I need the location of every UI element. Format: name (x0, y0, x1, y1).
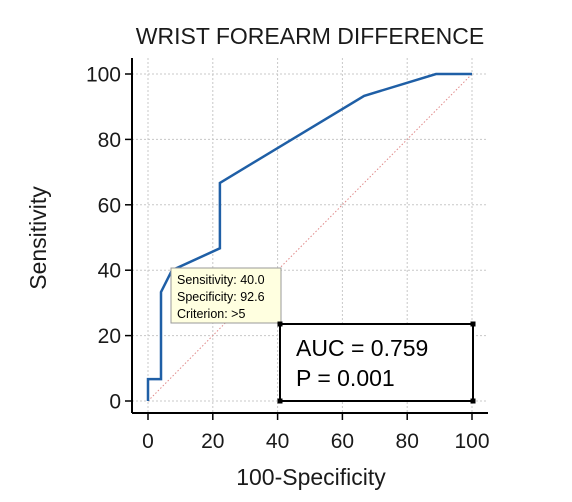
x-tick-label: 0 (142, 430, 154, 453)
stats-box-handle (470, 398, 476, 404)
y-tick-label: 40 (98, 260, 121, 283)
p-value: P = 0.001 (296, 365, 395, 391)
y-tick-label: 60 (98, 194, 121, 217)
x-tick-label: 60 (331, 430, 354, 453)
y-tick-label: 20 (98, 325, 121, 348)
stats-box-handle (277, 321, 283, 327)
tooltip-sensitivity: Sensitivity: 40.0 (177, 273, 265, 287)
x-tick-label: 20 (201, 430, 224, 453)
roc-curve (146, 72, 473, 402)
tooltip-box (170, 267, 282, 324)
roc-curve-line (146, 72, 472, 401)
x-tick-label: 40 (266, 430, 289, 453)
auc-value: AUC = 0.759 (296, 335, 428, 361)
chart-title: WRIST FOREARM DIFFERENCE (136, 23, 484, 49)
x-axis-ticks: 0 20 40 60 80 100 (142, 413, 490, 453)
stats-box: AUC = 0.759 P = 0.001 (277, 321, 476, 404)
stats-box-handle (277, 398, 283, 404)
stats-box-frame (279, 323, 474, 402)
y-axis-label: Sensitivity (25, 186, 51, 290)
y-tick-label: 80 (98, 129, 121, 152)
y-axis-ticks: 0 20 40 60 80 100 (86, 64, 132, 414)
data-point-tooltip: Sensitivity: 40.0 Specificity: 92.6 Crit… (170, 267, 282, 324)
plot-frame (131, 58, 488, 414)
y-tick-label: 0 (109, 391, 121, 414)
y-tick-label: 100 (86, 64, 121, 87)
x-tick-label: 100 (454, 430, 489, 453)
x-axis-label: 100-Specificity (236, 464, 386, 490)
tooltip-criterion: Criterion: >5 (177, 307, 245, 321)
stats-box-handle (470, 321, 476, 327)
x-tick-label: 80 (396, 430, 419, 453)
tooltip-specificity: Specificity: 92.6 (177, 290, 265, 304)
